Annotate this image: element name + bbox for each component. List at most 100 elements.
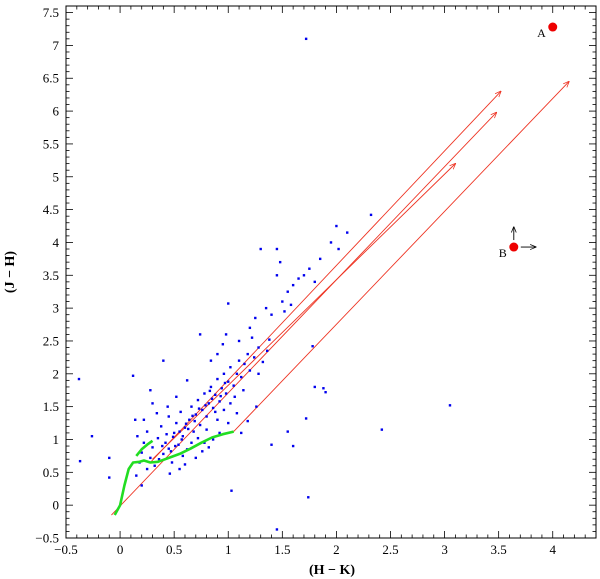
data-point	[175, 421, 178, 425]
data-point	[167, 447, 170, 450]
giant-branch-line	[135, 439, 154, 457]
data-point	[278, 260, 282, 264]
x-tick-label: 2	[333, 542, 340, 557]
data-point	[240, 375, 243, 379]
data-point	[198, 423, 202, 427]
data-point	[211, 438, 215, 441]
source-b: B	[499, 227, 536, 260]
data-point	[254, 316, 257, 320]
data-point	[322, 387, 325, 390]
data-point	[204, 404, 207, 407]
data-point	[174, 444, 177, 448]
data-point	[181, 454, 185, 458]
data-point	[203, 392, 206, 395]
data-point	[205, 415, 208, 418]
data-point	[281, 300, 284, 303]
data-point	[183, 426, 187, 429]
y-tick-label: 3	[53, 301, 60, 316]
data-point	[235, 412, 239, 415]
data-point	[227, 421, 230, 425]
data-point	[337, 247, 340, 251]
y-tick-label: 7.5	[43, 5, 59, 20]
data-point	[229, 366, 232, 369]
data-point	[209, 359, 213, 362]
y-tick-label: 6	[53, 104, 60, 119]
data-point	[194, 413, 197, 416]
data-point	[261, 360, 265, 364]
y-tick-label: 1	[53, 432, 60, 447]
data-point	[145, 430, 149, 433]
data-point	[193, 419, 196, 423]
plot-frame	[65, 5, 597, 539]
data-point	[329, 241, 333, 244]
data-point	[192, 430, 195, 433]
data-point	[218, 431, 221, 435]
data-point	[308, 267, 311, 270]
data-point	[177, 443, 180, 446]
data-point	[196, 436, 200, 440]
data-point	[149, 389, 152, 392]
data-point	[214, 410, 217, 414]
data-point	[224, 392, 228, 395]
data-point	[448, 404, 452, 407]
data-point	[191, 414, 194, 418]
data-point	[270, 313, 273, 316]
data-point	[255, 405, 258, 408]
y-tick-label: 1.5	[43, 399, 59, 414]
data-point	[180, 438, 183, 441]
data-point	[214, 393, 217, 397]
data-point	[207, 402, 210, 405]
data-point	[222, 408, 226, 412]
y-tick-label: 2	[53, 366, 60, 381]
data-point	[237, 359, 241, 362]
data-point	[311, 345, 314, 348]
data-point	[166, 405, 169, 408]
y-tick-label: 0	[53, 498, 60, 513]
y-tick-label: 0.5	[43, 465, 59, 480]
data-point	[227, 380, 230, 383]
y-tick-label: 7	[53, 38, 60, 53]
data-point	[190, 441, 193, 444]
data-point	[201, 408, 204, 412]
source-label: B	[499, 246, 507, 260]
reddening-vectors	[111, 82, 569, 516]
data-point	[242, 389, 245, 392]
data-point	[222, 372, 226, 376]
data-point	[179, 410, 182, 414]
data-point	[235, 372, 239, 376]
data-point	[149, 456, 152, 460]
data-point	[297, 277, 300, 280]
x-tick-label: 0.5	[166, 542, 182, 557]
data-point	[275, 274, 279, 277]
x-tick-label: 1	[225, 542, 232, 557]
data-point	[171, 435, 175, 439]
data-point	[210, 397, 214, 400]
reddening-vector	[233, 82, 569, 432]
y-tick-label: 6.5	[43, 71, 59, 86]
data-point	[229, 402, 232, 405]
data-point	[134, 418, 137, 421]
reddening-vector	[152, 164, 456, 460]
data-point	[302, 274, 306, 277]
data-point	[77, 377, 81, 381]
data-point	[172, 431, 176, 435]
data-point	[248, 326, 252, 330]
data-point	[162, 452, 165, 456]
data-point	[313, 385, 316, 389]
data-point	[196, 398, 200, 402]
data-point	[257, 346, 260, 349]
data-point	[237, 339, 241, 343]
y-tick-label: 5	[53, 169, 60, 184]
data-point	[313, 280, 316, 284]
data-point	[216, 352, 219, 356]
y-tick-label: 5.5	[43, 136, 59, 151]
data-point	[205, 428, 208, 431]
data-point	[246, 352, 249, 356]
data-point	[283, 310, 286, 313]
data-point	[164, 441, 167, 444]
data-point	[108, 476, 111, 479]
data-point	[78, 459, 82, 463]
data-point	[224, 333, 228, 336]
data-point	[153, 464, 156, 467]
source-marker	[548, 22, 558, 32]
